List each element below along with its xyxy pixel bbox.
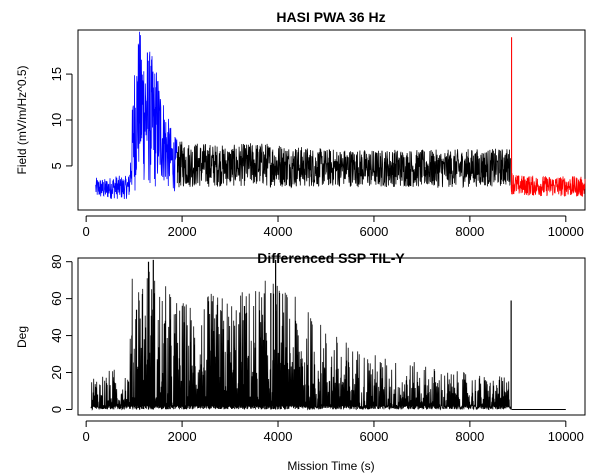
panel-hasi-pwa: HASI PWA 36 Hz Field (mV/m/Hz^0.5) 0 2000… <box>15 9 586 239</box>
plot-frame <box>77 257 586 416</box>
x-tick-label: 0 <box>83 224 90 239</box>
y-tick-label: 80 <box>49 254 64 268</box>
x-tick-label: 4000 <box>264 429 293 444</box>
x-tick-label: 4000 <box>264 224 293 239</box>
chart-title: Differenced SSP TIL-Y <box>257 250 405 266</box>
x-tick-label: 0 <box>83 429 90 444</box>
axes-layer: 0 2000 4000 6000 8000 10000 5 10 15 <box>49 67 584 239</box>
data-layer <box>90 259 566 411</box>
y-axis-label: Deg <box>15 326 29 348</box>
data-layer <box>95 31 586 200</box>
x-tick-label: 8000 <box>455 429 484 444</box>
panel-differenced-ssp: Differenced SSP TIL-Y Deg Mission Time (… <box>15 250 586 473</box>
y-tick-label: 10 <box>49 113 64 127</box>
axes-layer: 0 2000 4000 6000 8000 10000 0 20 40 60 80 <box>49 254 584 444</box>
y-tick-label: 40 <box>49 328 64 342</box>
y-tick-label: 15 <box>49 67 64 81</box>
y-tick-label: 20 <box>49 365 64 379</box>
series-0-line <box>90 271 512 411</box>
x-tick-label: 8000 <box>455 224 484 239</box>
series-0-line <box>95 31 178 200</box>
series-2-line <box>510 37 586 197</box>
y-tick-label: 0 <box>49 406 64 413</box>
y-tick-label: 60 <box>49 291 64 305</box>
x-tick-label: 2000 <box>168 224 197 239</box>
series-1-line <box>176 141 512 189</box>
plot-frame <box>77 29 586 211</box>
x-axis-label: Mission Time (s) <box>287 459 374 473</box>
y-tick-label: 5 <box>49 162 64 169</box>
x-tick-label: 10000 <box>548 429 584 444</box>
chart-title: HASI PWA 36 Hz <box>276 9 385 25</box>
y-axis-label: Field (mV/m/Hz^0.5) <box>15 66 29 175</box>
x-tick-label: 10000 <box>548 224 584 239</box>
x-tick-label: 6000 <box>359 224 388 239</box>
x-tick-label: 2000 <box>168 429 197 444</box>
x-tick-label: 6000 <box>359 429 388 444</box>
